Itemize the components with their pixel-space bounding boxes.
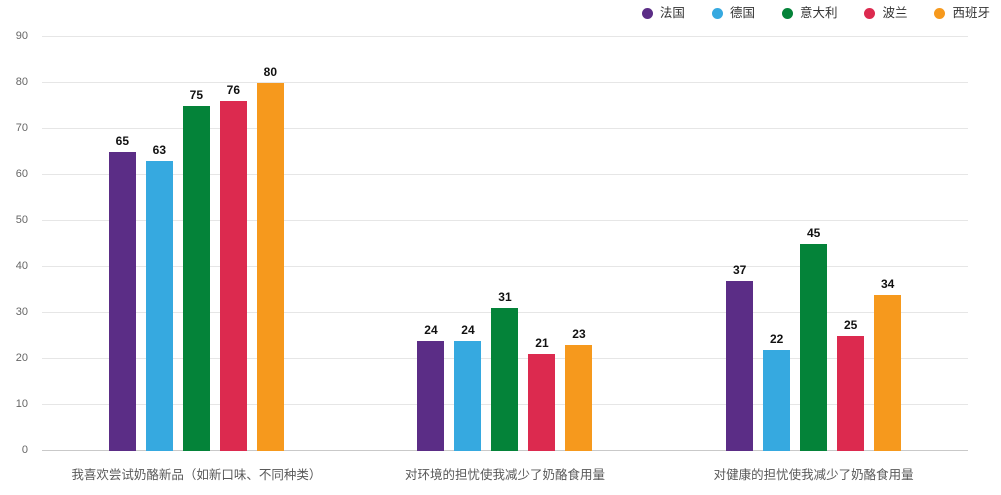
gridline bbox=[42, 220, 968, 221]
bar-value-label: 24 bbox=[461, 322, 475, 337]
bar-法国[interactable]: 37 bbox=[726, 264, 754, 451]
bar-德国[interactable]: 63 bbox=[145, 144, 173, 451]
bar-value-label: 21 bbox=[535, 336, 549, 351]
legend-item-德国[interactable]: 德国 bbox=[711, 6, 755, 20]
y-axis-tick-label: 50 bbox=[15, 214, 28, 226]
legend-item-意大利[interactable]: 意大利 bbox=[781, 6, 838, 20]
legend-label: 德国 bbox=[729, 6, 755, 20]
bar-value-label: 25 bbox=[843, 318, 858, 332]
bar-value-label: 80 bbox=[263, 65, 278, 79]
y-axis-tick-label: 90 bbox=[15, 30, 28, 42]
gridline bbox=[42, 82, 968, 83]
bar-value-label: 22 bbox=[769, 331, 784, 346]
category-label: 对健康的担忧使我减少了奶酪食用量 bbox=[713, 468, 914, 482]
bar-group: 24 24 31 21 23 bbox=[417, 0, 593, 451]
x-axis-category-labels: 我喜欢尝试奶酪新品（如新口味、不同种类） 对环境的担忧使我减少了奶酪食用量 对健康的… bbox=[42, 468, 968, 483]
legend-dot-icon bbox=[641, 7, 653, 19]
y-axis-tick-label: 60 bbox=[15, 168, 28, 180]
bar-西班牙[interactable]: 23 bbox=[565, 328, 593, 451]
gridline bbox=[42, 128, 968, 129]
bar-value-label: 34 bbox=[880, 276, 895, 291]
bar-意大利[interactable]: 45 bbox=[800, 227, 828, 451]
bar-value-label: 24 bbox=[424, 322, 438, 337]
gridline bbox=[42, 174, 968, 175]
category-label: 对环境的担忧使我减少了奶酪食用量 bbox=[405, 468, 606, 482]
plot-area: 65 63 75 76 80 24 24 31 21 23 37 22 45 25 34 bbox=[42, 0, 968, 451]
y-axis-tick-label: 30 bbox=[15, 306, 28, 318]
y-axis-tick-label: 0 bbox=[21, 444, 28, 456]
bar-value-label: 63 bbox=[152, 143, 167, 158]
gridline bbox=[42, 36, 968, 37]
y-axis-tick-label: 70 bbox=[15, 122, 28, 134]
legend-label: 西班牙 bbox=[952, 6, 990, 20]
legend-item-法国[interactable]: 法国 bbox=[641, 6, 685, 20]
bar-value-label: 76 bbox=[226, 83, 241, 98]
legend-label: 意大利 bbox=[799, 6, 838, 20]
legend-dot-icon bbox=[711, 7, 723, 19]
bar-value-label: 75 bbox=[189, 88, 204, 102]
bar-value-label: 65 bbox=[115, 134, 130, 148]
legend-label: 波兰 bbox=[882, 6, 908, 20]
bar-法国[interactable]: 65 bbox=[108, 135, 136, 451]
bar-德国[interactable]: 24 bbox=[454, 324, 482, 451]
bar-波兰[interactable]: 25 bbox=[837, 319, 865, 451]
bar-德国[interactable]: 22 bbox=[763, 333, 791, 451]
bar-group: 65 63 75 76 80 bbox=[108, 0, 284, 451]
y-axis-tick-label: 10 bbox=[15, 398, 28, 410]
y-axis-tick-label: 80 bbox=[15, 76, 28, 88]
legend-item-西班牙[interactable]: 西班牙 bbox=[934, 7, 990, 20]
bar-value-label: 23 bbox=[572, 327, 586, 342]
legend: 法国 德国 意大利 波兰 西班牙 bbox=[641, 6, 990, 20]
bar-group: 37 22 45 25 34 bbox=[726, 0, 902, 451]
bar-波兰[interactable]: 76 bbox=[219, 84, 247, 451]
bar-法国[interactable]: 24 bbox=[417, 324, 445, 451]
legend-label: 法国 bbox=[659, 6, 685, 20]
bar-波兰[interactable]: 21 bbox=[528, 337, 556, 451]
bar-value-label: 45 bbox=[806, 226, 821, 240]
bar-value-label: 31 bbox=[498, 290, 512, 305]
legend-dot-icon bbox=[934, 7, 946, 19]
y-axis-tick-label: 40 bbox=[15, 260, 28, 272]
bar-西班牙[interactable]: 34 bbox=[874, 278, 902, 451]
gridline bbox=[42, 266, 968, 267]
legend-dot-icon bbox=[864, 7, 876, 19]
y-axis-tick-label: 20 bbox=[15, 352, 28, 364]
bar-value-label: 37 bbox=[732, 262, 747, 277]
legend-item-波兰[interactable]: 波兰 bbox=[864, 7, 907, 20]
legend-dot-icon bbox=[781, 7, 793, 19]
bar-意大利[interactable]: 75 bbox=[182, 89, 210, 451]
bar-意大利[interactable]: 31 bbox=[491, 291, 519, 451]
bar-西班牙[interactable]: 80 bbox=[256, 66, 284, 451]
category-label: 我喜欢尝试奶酪新品（如新口味、不同种类） bbox=[71, 468, 322, 482]
